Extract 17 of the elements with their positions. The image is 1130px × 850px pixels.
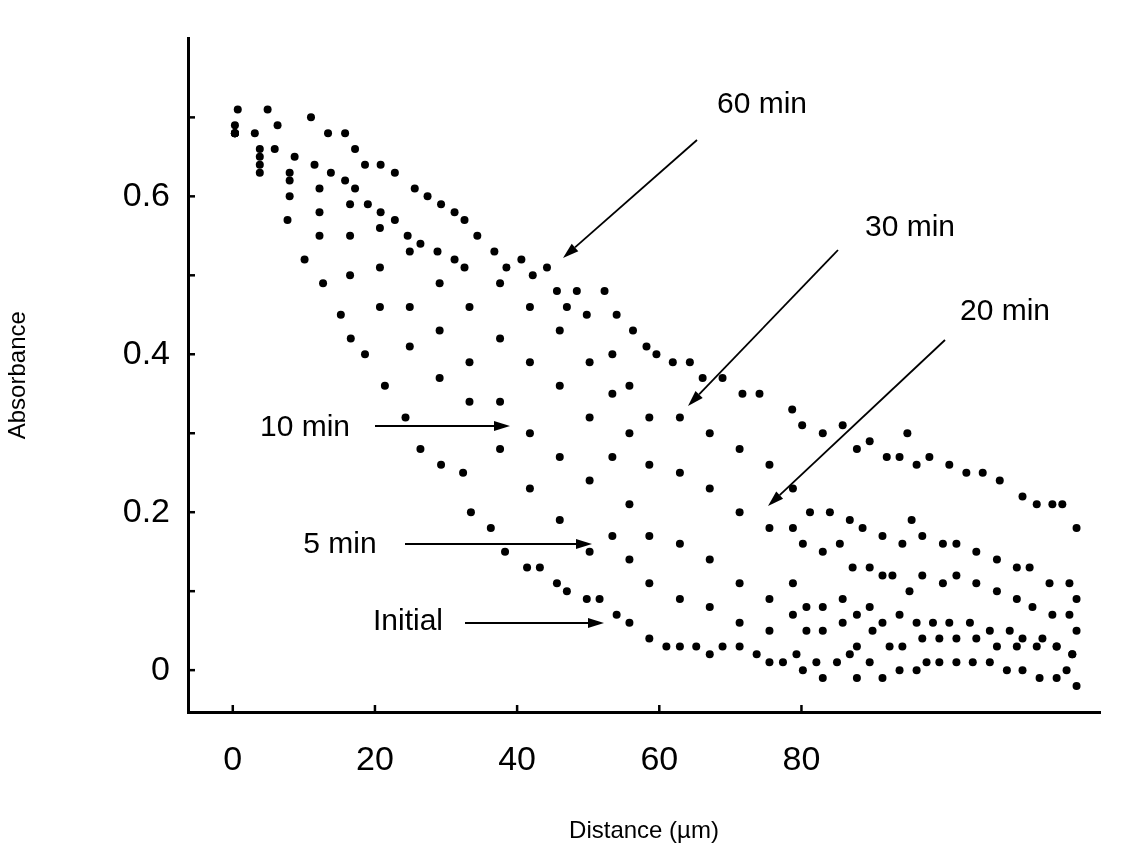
annotation: 30 min <box>864 209 956 243</box>
x-tick-label: 0 <box>223 738 243 777</box>
x-axis-title: Distance (µm) <box>569 816 719 844</box>
annotation: 20 min <box>959 293 1051 327</box>
x-tick-label: 80 <box>782 738 821 777</box>
y-tick-label: 0.4 <box>122 332 170 371</box>
y-axis-title: Absorbance <box>3 311 31 440</box>
y-tick-label: 0.6 <box>122 174 170 213</box>
x-tick-label: 40 <box>498 738 537 777</box>
annotation: 60 min <box>716 86 808 120</box>
annotation: Initial <box>372 603 444 637</box>
annotation: 5 min <box>303 526 377 560</box>
x-tick-label: 60 <box>640 738 679 777</box>
x-tick-label: 20 <box>356 738 394 777</box>
annotation: 10 min <box>259 409 351 443</box>
y-tick-label: 0.2 <box>122 490 170 529</box>
y-tick-label: 0 <box>151 648 170 687</box>
